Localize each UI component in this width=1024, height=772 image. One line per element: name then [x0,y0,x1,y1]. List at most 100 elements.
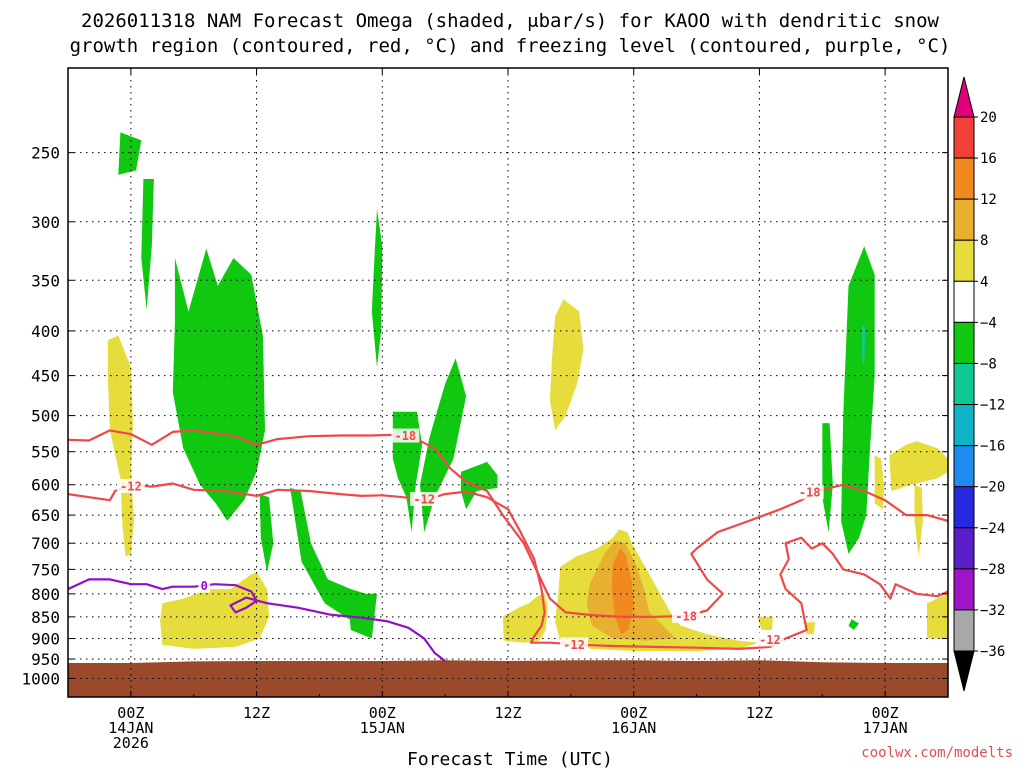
contour-label-bg [755,632,784,647]
contour-line [68,578,446,662]
y-tick-label: 300 [31,213,60,232]
y-tick-label: 1000 [21,669,60,688]
x-tick-label: 00Z [369,704,396,722]
x-tick-label: 16JAN [611,719,656,737]
contour-label-bg [410,491,439,506]
y-tick-label: 450 [31,367,60,386]
contour-label: -12 [413,492,435,506]
omega-region [757,616,773,630]
y-tick-label: 600 [31,476,60,495]
colorbar-segment [953,198,975,241]
omega-region [118,132,142,175]
colorbar-label: 12 [980,192,997,208]
contour-label: -12 [563,638,585,652]
axes: 250 300 350 400 450 500 550 600 650 700 750 800 850 9… [21,67,949,752]
colorbar-segment [953,362,975,406]
y-tick-label: 850 [31,608,60,627]
y-tick-label: 700 [31,534,60,553]
contour-label-bg [672,608,701,623]
omega-region [107,335,134,557]
omega-region [841,246,875,554]
colorbar-label: −12 [980,398,1005,414]
omega-region [172,248,265,521]
omega-region [141,179,154,310]
contour-label: -18 [675,609,697,623]
colorbar-label: 8 [980,233,988,249]
y-tick-label: 950 [31,650,60,669]
omega-region [822,423,833,533]
contour-line [68,482,948,650]
colorbar-segment [953,280,975,323]
contour-label-bg [795,485,824,500]
colorbar-segment [953,404,975,447]
contour-label: -12 [120,479,142,493]
omega-region [927,593,948,639]
contour-label-bg [391,428,420,443]
colorbar-label: −24 [980,521,1005,537]
colorbar-label: 20 [980,110,997,126]
omega-region [549,299,584,431]
omega-region [914,484,923,557]
x-tick-label: 15JAN [360,719,405,737]
omega-region [420,358,467,533]
y-tick-label: 350 [31,271,60,290]
contour-label: 0 [201,579,208,593]
contour-label: -12 [759,633,781,647]
x-tick-label: 2026 [113,734,149,752]
x-tick-label: 12Z [494,704,521,722]
colorbar-segment [953,568,975,611]
colorbar-bottom-arrow [953,650,975,692]
omega-region [502,593,548,643]
colorbar-label: −4 [980,315,997,331]
omega-region [848,619,859,630]
colorbar: 20 16 12 8 4 −4 −8 −12 −16 −20 −24 −28 −32 −36 [953,76,1005,692]
plot-area: -18 -12 -12 -18 -12 -12 -18 0 [68,68,948,697]
colorbar-segment [953,239,975,282]
y-tick-label: 550 [31,443,60,462]
y-tick-label: 650 [31,506,60,525]
omega-region [874,455,885,510]
x-tick-label: 17JAN [863,719,908,737]
colorbar-segment [953,609,975,652]
colorbar-label: −8 [980,356,997,372]
omega-region [611,548,634,635]
omega-region [346,593,377,639]
omega-region [889,441,948,491]
colorbar-label: −32 [980,603,1005,619]
omega-region [460,461,498,510]
omega-region [259,494,274,572]
colorbar-label: −36 [980,644,1005,660]
credit-text: coolwx.com/modelts [861,745,1013,761]
omega-region [862,326,866,368]
y-tick-label: 750 [31,560,60,579]
plot-clip-group: -18 -12 -12 -18 -12 -12 -18 0 [68,68,948,697]
x-axis-label: Forecast Time (UTC) [407,749,613,768]
x-tick-label: 14JAN [108,719,153,737]
y-tick-label: 900 [31,630,60,649]
omega-region [371,208,383,368]
colorbar-segment [953,527,975,570]
colorbar-segment [953,486,975,529]
x-tick-label: 12Z [746,704,773,722]
colorbar-label: 16 [980,151,997,167]
y-tick-label: 400 [31,322,60,341]
contour-label-bg [560,637,588,652]
colorbar-label: 4 [980,274,988,290]
x-tick-label: 00Z [872,704,899,722]
colorbar-label: −28 [980,562,1005,578]
chart-title-line1: 2026011318 NAM Forecast Omega (shaded, μ… [81,10,939,32]
colorbar-segment [953,116,975,159]
colorbar-label: −20 [980,480,1005,496]
y-tick-label: 800 [31,585,60,604]
contour-label-bg [198,578,211,593]
contour-label-bg [116,478,145,493]
colorbar-segment [953,445,975,488]
terrain [68,660,948,697]
contour-label: -18 [394,429,416,443]
contour-label: -18 [799,486,821,500]
colorbar-top-arrow [953,76,975,118]
omega-region [804,622,815,635]
x-tick-label: 00Z [620,704,647,722]
